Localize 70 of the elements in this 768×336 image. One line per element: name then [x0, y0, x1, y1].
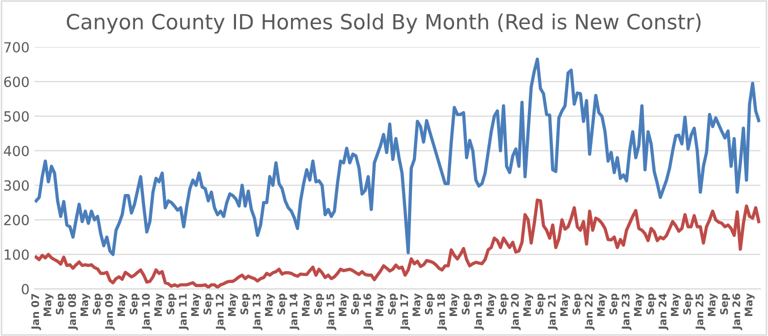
x-tick-label: May	[265, 293, 275, 316]
x-tick-label: Jan 11	[178, 294, 189, 330]
x-tick-label: Sep	[351, 294, 361, 314]
x-tick-label: Jan 15	[326, 294, 336, 330]
x-tick-label: May	[302, 293, 312, 316]
x-tick-label: Jan 07	[31, 294, 42, 330]
x-tick-label: Sep	[56, 294, 66, 314]
x-tick-label: Sep	[720, 294, 730, 314]
chart-title: Canyon County ID Homes Sold By Month (Red is New Constr)	[66, 13, 701, 34]
x-tick-label: Sep	[498, 294, 509, 314]
x-tick-label: Sep	[388, 294, 398, 314]
x-tick-label: May	[523, 293, 534, 316]
x-tick-label: Jan 23	[622, 294, 632, 330]
x-tick-label: May	[634, 293, 644, 316]
line-series	[34, 58, 760, 256]
x-tick-label: Sep	[424, 294, 435, 314]
x-tick-label: Sep	[166, 294, 176, 314]
x-tick-label: May	[154, 293, 164, 316]
x-tick-label: Sep	[536, 294, 546, 314]
x-tick-label: May	[412, 293, 422, 316]
y-tick-label: 700	[4, 42, 29, 53]
y-tick-label: 300	[4, 180, 29, 191]
x-tick-label: May	[597, 293, 607, 316]
x-tick-label: May	[708, 293, 718, 316]
x-tick-label: Sep	[683, 294, 694, 314]
y-tick-label: 0	[22, 284, 29, 294]
x-tick-label: Jan 13	[252, 294, 262, 330]
x-tick-label: Sep	[277, 294, 288, 314]
x-tick-label: May	[486, 293, 496, 316]
x-tick-label: Sep	[314, 294, 324, 314]
x-tick-label: Jan 16	[363, 294, 374, 330]
y-tick-label: 100	[4, 249, 29, 260]
x-tick-label: Jan 25	[695, 294, 706, 330]
x-tick-label: Jan 09	[105, 294, 115, 330]
x-tick-label: Jan 19	[474, 294, 484, 330]
x-tick-label: Jan 18	[437, 294, 447, 330]
x-tick-label: Jan 12	[216, 294, 226, 330]
x-tick-label: Sep	[203, 294, 214, 314]
x-tick-label: May	[338, 293, 349, 316]
x-tick-label: May	[191, 293, 202, 316]
y-tick-label: 200	[4, 214, 29, 226]
y-tick-label: 500	[4, 111, 29, 122]
x-tick-label: May	[80, 293, 90, 316]
x-tick-label: Jan 17	[400, 294, 410, 330]
x-tick-label: Jan 14	[290, 294, 300, 330]
x-tick-label: May	[228, 293, 238, 316]
x-tick-label: Jan 22	[584, 294, 595, 330]
y-tick-label: 600	[4, 76, 29, 88]
x-tick-label: May	[117, 293, 128, 316]
x-tick-label: Jan 24	[658, 294, 668, 330]
line-series	[34, 198, 760, 289]
x-tick-label: Sep	[609, 294, 620, 314]
x-tick-label: May	[560, 293, 570, 316]
x-tick-label: May	[450, 293, 460, 316]
x-tick-label: Jan 21	[548, 294, 558, 330]
x-tick-label: Sep	[240, 294, 250, 314]
x-tick-label: May	[670, 293, 681, 316]
x-tick-label: May	[376, 293, 386, 316]
x-tick-label: May	[44, 293, 54, 316]
y-tick-label: 400	[4, 146, 29, 156]
x-tick-label: Sep	[646, 294, 656, 314]
x-tick-label: Sep	[130, 294, 140, 314]
x-tick-label: Sep	[572, 294, 582, 314]
x-tick-label: Jan 26	[732, 294, 742, 330]
x-tick-label: Jan 20	[510, 294, 521, 330]
x-tick-label: Jan 10	[142, 294, 152, 330]
x-tick-label: Sep	[92, 294, 103, 314]
x-tick-label: May	[744, 293, 755, 316]
x-tick-label: Jan 08	[68, 294, 78, 330]
x-tick-label: Sep	[462, 294, 472, 314]
